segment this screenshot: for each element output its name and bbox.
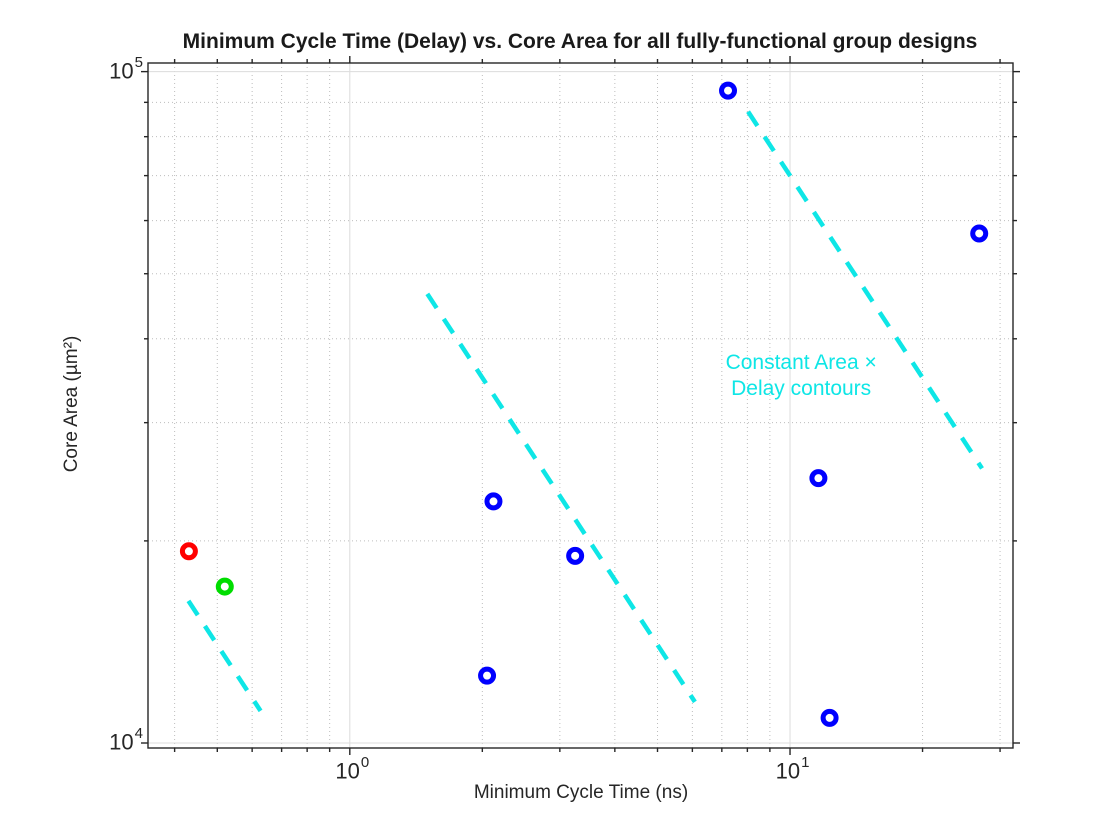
x-axis-label: Minimum Cycle Time (ns)	[473, 782, 689, 803]
data-point-group-designs	[809, 469, 828, 488]
x-tick-label-10e0: 100	[335, 754, 370, 784]
contour-annotation: Constant Area × Delay contours	[726, 350, 877, 402]
area-delay-contour	[425, 292, 697, 704]
area-delay-contour	[186, 599, 263, 713]
axes-box	[147, 62, 1014, 749]
tick-base: 10	[775, 758, 801, 784]
tick-exponent: 0	[360, 754, 370, 771]
area-delay-contour	[746, 110, 984, 470]
data-point-highlighted-design-red	[179, 542, 198, 561]
contour-annotation-line2: Delay contours	[731, 377, 872, 401]
y-tick-label-10e5: 105	[109, 53, 143, 84]
data-point-group-designs	[484, 492, 503, 511]
data-point-group-designs	[719, 81, 738, 100]
data-point-group-designs	[820, 708, 839, 727]
tick-base: 10	[335, 758, 360, 784]
tick-exponent: 1	[801, 754, 810, 771]
chart-title: Minimum Cycle Time (Delay) vs. Core Area…	[182, 30, 978, 53]
tick-base: 10	[109, 57, 134, 83]
tick-exponent: 5	[134, 53, 143, 71]
data-point-group-designs	[970, 224, 989, 243]
tick-exponent: 4	[134, 724, 143, 742]
x-tick-label-10e1: 101	[775, 754, 810, 784]
y-tick-label-10e4: 104	[109, 724, 143, 755]
data-point-group-designs	[566, 546, 585, 565]
y-axis-label: Core Area (µm²)	[61, 335, 82, 473]
contour-annotation-line1: Constant Area ×	[725, 351, 877, 375]
data-point-group-designs	[478, 666, 497, 685]
data-point-highlighted-design-green	[215, 577, 234, 596]
tick-base: 10	[109, 729, 134, 755]
